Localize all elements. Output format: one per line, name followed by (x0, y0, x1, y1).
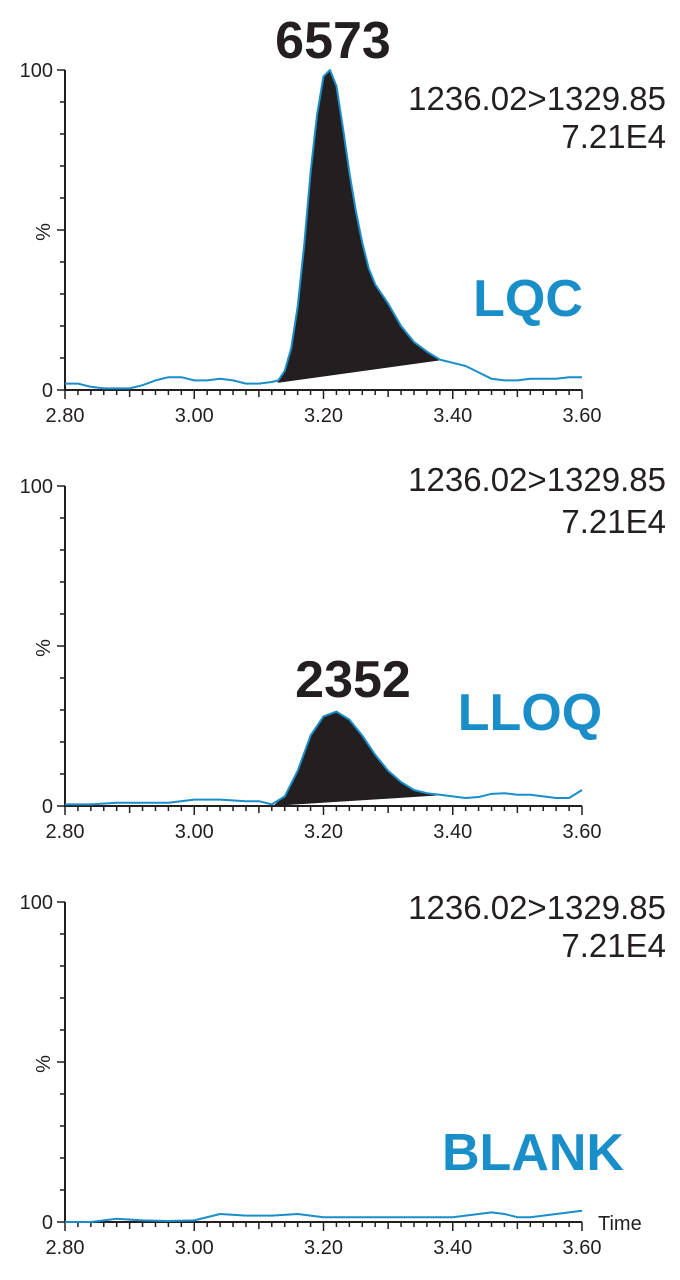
x-tick-label: 3.60 (563, 405, 602, 427)
transition-label: 1236.02>1329.85 (408, 80, 666, 117)
y-tick-label: 0 (42, 1212, 53, 1234)
x-axis-label: Time (598, 1213, 642, 1235)
peak-area-label: 6573 (275, 12, 391, 70)
integration-baseline (278, 358, 440, 383)
x-tick-label: 3.40 (433, 405, 472, 427)
x-tick-label: 3.60 (563, 1237, 602, 1259)
y-axis-label: % (33, 1055, 55, 1073)
chromatogram-trace (65, 1209, 583, 1223)
x-tick-label: 3.40 (433, 1237, 472, 1259)
chromatogram-panel-blank: 0 100 2.80 3.00 3.20 3.40 3.60% 1236.02>1329.85… (20, 889, 666, 1259)
x-tick-label: 2.80 (46, 405, 85, 427)
y-tick-label: 100 (20, 476, 53, 498)
x-tick-label: 3.40 (433, 821, 472, 843)
integration-baseline (274, 794, 437, 806)
x-tick-label: 3.20 (304, 821, 343, 843)
x-tick-label: 3.00 (175, 1237, 214, 1259)
chromatogram-panel-lqc: 0 100 2.80 3.00 3.20 3.40 3.60% 1236.02>1329.85… (20, 12, 666, 427)
x-tick-label: 3.20 (304, 405, 343, 427)
x-tick-label: 3.00 (175, 821, 214, 843)
sample-label: LQC (473, 270, 583, 328)
x-tick-label: 3.20 (304, 1237, 343, 1259)
chromatogram-trace (65, 69, 582, 390)
x-tick-label: 3.00 (175, 405, 214, 427)
intensity-label: 7.21E4 (561, 503, 666, 540)
sample-label: LLOQ (458, 684, 602, 742)
integrated-peak-area (273, 711, 437, 806)
transition-label: 1236.02>1329.85 (408, 889, 666, 926)
y-tick-label: 100 (20, 892, 53, 914)
x-tick-label: 2.80 (46, 821, 85, 843)
intensity-label: 7.21E4 (561, 118, 666, 155)
chromatogram-panel-lloq: 0 100 2.80 3.00 3.20 3.40 3.60% 1236.02>1329.85… (20, 461, 666, 843)
y-tick-label: 0 (42, 796, 53, 818)
y-axis-label: % (33, 223, 55, 241)
y-tick-label: 100 (20, 60, 53, 82)
transition-label: 1236.02>1329.85 (408, 461, 666, 498)
sample-label: BLANK (442, 1124, 624, 1182)
y-tick-label: 0 (42, 380, 53, 402)
x-tick-label: 3.60 (563, 821, 602, 843)
intensity-label: 7.21E4 (561, 927, 666, 964)
peak-area-label: 2352 (295, 651, 411, 709)
chromatogram-trace (65, 710, 583, 806)
x-tick-label: 2.80 (46, 1237, 85, 1259)
y-axis-label: % (33, 639, 55, 657)
